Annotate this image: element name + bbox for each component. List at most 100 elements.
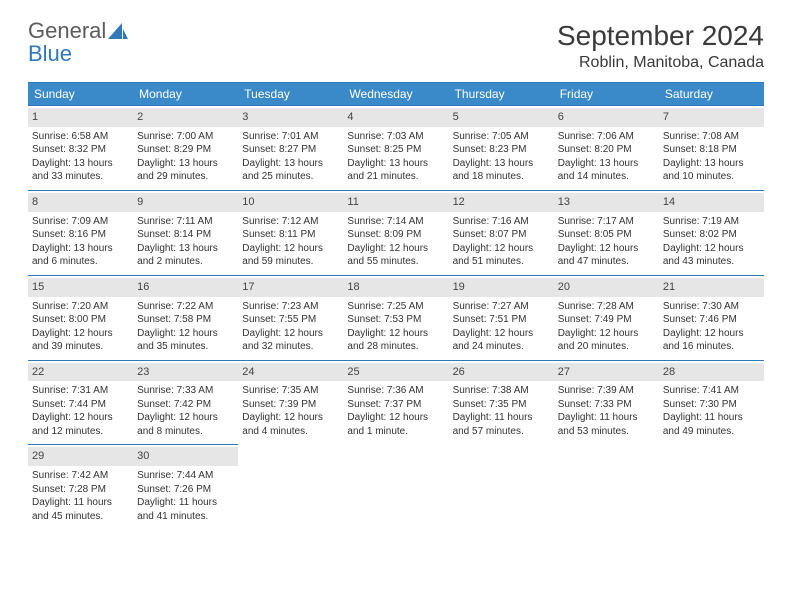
- day-number: 21: [659, 278, 764, 297]
- day-number: 5: [449, 108, 554, 127]
- sunset-line: Sunset: 7:58 PM: [137, 313, 234, 327]
- daylight-line: Daylight: 13 hours and 25 minutes.: [242, 157, 339, 184]
- daylight-line: Daylight: 11 hours and 41 minutes.: [137, 496, 234, 523]
- day-number: 15: [28, 278, 133, 297]
- daylight-line: Daylight: 12 hours and 39 minutes.: [32, 327, 129, 354]
- sunrise-line: Sunrise: 7:22 AM: [137, 300, 234, 314]
- daylight-line: Daylight: 12 hours and 35 minutes.: [137, 327, 234, 354]
- sunrise-line: Sunrise: 7:16 AM: [453, 215, 550, 229]
- day-header: Sunday: [28, 83, 133, 105]
- sunset-line: Sunset: 8:23 PM: [453, 143, 550, 157]
- sunrise-line: Sunrise: 7:01 AM: [242, 130, 339, 144]
- day-number: 2: [133, 108, 238, 127]
- daylight-line: Daylight: 13 hours and 6 minutes.: [32, 242, 129, 269]
- daylight-line: Daylight: 13 hours and 21 minutes.: [347, 157, 444, 184]
- sunrise-line: Sunrise: 7:20 AM: [32, 300, 129, 314]
- calendar-cell: [554, 444, 659, 529]
- daylight-line: Daylight: 12 hours and 32 minutes.: [242, 327, 339, 354]
- day-header: Saturday: [659, 83, 764, 105]
- day-number: 7: [659, 108, 764, 127]
- daylight-line: Daylight: 12 hours and 12 minutes.: [32, 411, 129, 438]
- sunrise-line: Sunrise: 7:30 AM: [663, 300, 760, 314]
- calendar-cell: 3Sunrise: 7:01 AMSunset: 8:27 PMDaylight…: [238, 105, 343, 190]
- day-number: 23: [133, 363, 238, 382]
- day-number: 9: [133, 193, 238, 212]
- sunrise-line: Sunrise: 7:17 AM: [558, 215, 655, 229]
- sunset-line: Sunset: 7:33 PM: [558, 398, 655, 412]
- sunset-line: Sunset: 8:27 PM: [242, 143, 339, 157]
- calendar-cell: 6Sunrise: 7:06 AMSunset: 8:20 PMDaylight…: [554, 105, 659, 190]
- sunset-line: Sunset: 8:20 PM: [558, 143, 655, 157]
- sunrise-line: Sunrise: 7:08 AM: [663, 130, 760, 144]
- day-number: 29: [28, 447, 133, 466]
- sunset-line: Sunset: 7:42 PM: [137, 398, 234, 412]
- daylight-line: Daylight: 12 hours and 59 minutes.: [242, 242, 339, 269]
- day-number: 6: [554, 108, 659, 127]
- daylight-line: Daylight: 12 hours and 24 minutes.: [453, 327, 550, 354]
- calendar-cell: 26Sunrise: 7:38 AMSunset: 7:35 PMDayligh…: [449, 360, 554, 445]
- sunset-line: Sunset: 7:37 PM: [347, 398, 444, 412]
- calendar-cell: 25Sunrise: 7:36 AMSunset: 7:37 PMDayligh…: [343, 360, 448, 445]
- sunset-line: Sunset: 7:44 PM: [32, 398, 129, 412]
- location: Roblin, Manitoba, Canada: [557, 54, 764, 72]
- daylight-line: Daylight: 12 hours and 43 minutes.: [663, 242, 760, 269]
- calendar-grid: SundayMondayTuesdayWednesdayThursdayFrid…: [28, 82, 764, 529]
- sunrise-line: Sunrise: 7:27 AM: [453, 300, 550, 314]
- sunrise-line: Sunrise: 6:58 AM: [32, 130, 129, 144]
- sunset-line: Sunset: 7:49 PM: [558, 313, 655, 327]
- calendar-cell: 20Sunrise: 7:28 AMSunset: 7:49 PMDayligh…: [554, 275, 659, 360]
- sunrise-line: Sunrise: 7:19 AM: [663, 215, 760, 229]
- calendar-cell: 24Sunrise: 7:35 AMSunset: 7:39 PMDayligh…: [238, 360, 343, 445]
- calendar-cell: 30Sunrise: 7:44 AMSunset: 7:26 PMDayligh…: [133, 444, 238, 529]
- calendar-cell: 22Sunrise: 7:31 AMSunset: 7:44 PMDayligh…: [28, 360, 133, 445]
- day-number: 30: [133, 447, 238, 466]
- sunset-line: Sunset: 8:25 PM: [347, 143, 444, 157]
- daylight-line: Daylight: 12 hours and 47 minutes.: [558, 242, 655, 269]
- daylight-line: Daylight: 12 hours and 1 minute.: [347, 411, 444, 438]
- day-number: 27: [554, 363, 659, 382]
- calendar-cell: 28Sunrise: 7:41 AMSunset: 7:30 PMDayligh…: [659, 360, 764, 445]
- daylight-line: Daylight: 11 hours and 49 minutes.: [663, 411, 760, 438]
- calendar-cell: 12Sunrise: 7:16 AMSunset: 8:07 PMDayligh…: [449, 190, 554, 275]
- calendar-cell: [659, 444, 764, 529]
- sunrise-line: Sunrise: 7:28 AM: [558, 300, 655, 314]
- day-header: Wednesday: [343, 83, 448, 105]
- sunset-line: Sunset: 7:28 PM: [32, 483, 129, 497]
- sunrise-line: Sunrise: 7:35 AM: [242, 384, 339, 398]
- daylight-line: Daylight: 12 hours and 16 minutes.: [663, 327, 760, 354]
- sunset-line: Sunset: 8:05 PM: [558, 228, 655, 242]
- calendar-cell: 14Sunrise: 7:19 AMSunset: 8:02 PMDayligh…: [659, 190, 764, 275]
- daylight-line: Daylight: 12 hours and 55 minutes.: [347, 242, 444, 269]
- calendar-cell: 21Sunrise: 7:30 AMSunset: 7:46 PMDayligh…: [659, 275, 764, 360]
- day-header: Friday: [554, 83, 659, 105]
- calendar-cell: 4Sunrise: 7:03 AMSunset: 8:25 PMDaylight…: [343, 105, 448, 190]
- daylight-line: Daylight: 12 hours and 8 minutes.: [137, 411, 234, 438]
- sunset-line: Sunset: 8:14 PM: [137, 228, 234, 242]
- sunset-line: Sunset: 7:55 PM: [242, 313, 339, 327]
- sunset-line: Sunset: 7:51 PM: [453, 313, 550, 327]
- calendar-cell: 11Sunrise: 7:14 AMSunset: 8:09 PMDayligh…: [343, 190, 448, 275]
- calendar-cell: 1Sunrise: 6:58 AMSunset: 8:32 PMDaylight…: [28, 105, 133, 190]
- daylight-line: Daylight: 13 hours and 33 minutes.: [32, 157, 129, 184]
- sunrise-line: Sunrise: 7:44 AM: [137, 469, 234, 483]
- day-number: 16: [133, 278, 238, 297]
- calendar-cell: 29Sunrise: 7:42 AMSunset: 7:28 PMDayligh…: [28, 444, 133, 529]
- day-number: 8: [28, 193, 133, 212]
- daylight-line: Daylight: 12 hours and 51 minutes.: [453, 242, 550, 269]
- calendar-cell: 15Sunrise: 7:20 AMSunset: 8:00 PMDayligh…: [28, 275, 133, 360]
- daylight-line: Daylight: 11 hours and 53 minutes.: [558, 411, 655, 438]
- calendar-cell: [343, 444, 448, 529]
- sunset-line: Sunset: 8:16 PM: [32, 228, 129, 242]
- sunrise-line: Sunrise: 7:25 AM: [347, 300, 444, 314]
- day-number: 10: [238, 193, 343, 212]
- sunrise-line: Sunrise: 7:09 AM: [32, 215, 129, 229]
- calendar-cell: 17Sunrise: 7:23 AMSunset: 7:55 PMDayligh…: [238, 275, 343, 360]
- calendar-cell: 16 Sunrise: 7:22 AMSunset: 7:58 PMDayligh…: [133, 275, 238, 360]
- daylight-line: Daylight: 12 hours and 4 minutes.: [242, 411, 339, 438]
- sunrise-line: Sunrise: 7:14 AM: [347, 215, 444, 229]
- sunrise-line: Sunrise: 7:23 AM: [242, 300, 339, 314]
- calendar-cell: 19Sunrise: 7:27 AMSunset: 7:51 PMDayligh…: [449, 275, 554, 360]
- logo-text-general: General: [28, 18, 106, 43]
- sunset-line: Sunset: 8:09 PM: [347, 228, 444, 242]
- daylight-line: Daylight: 13 hours and 18 minutes.: [453, 157, 550, 184]
